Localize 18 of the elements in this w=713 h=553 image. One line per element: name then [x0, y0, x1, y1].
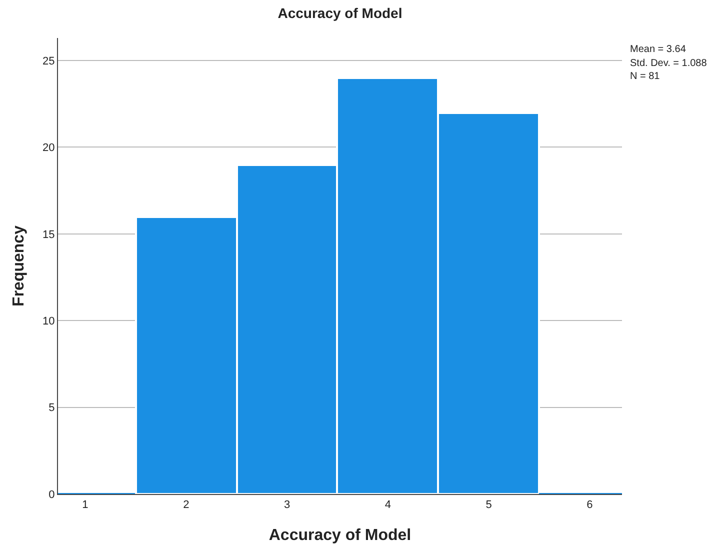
- x-tick-label: 2: [183, 499, 190, 512]
- y-axis-title: Frequency: [10, 225, 28, 306]
- y-tick-label: 25: [42, 55, 55, 68]
- x-tick-label: 3: [284, 499, 290, 512]
- x-axis-title: Accuracy of Model: [268, 526, 412, 544]
- x-tick-label: 4: [384, 499, 391, 512]
- text: Mean = 3.64: [630, 44, 686, 55]
- y-tick-label: 0: [48, 488, 55, 501]
- y-tick-label: 5: [48, 402, 55, 414]
- y-tick-label: 15: [42, 228, 55, 241]
- x-tick-label: 6: [586, 499, 593, 512]
- text: N = 81: [630, 71, 660, 82]
- y-tick-label: 10: [42, 315, 55, 328]
- y-tick-label: 20: [42, 142, 55, 154]
- text: Std. Dev. = 1.088: [630, 58, 708, 69]
- x-tick-label: 1: [82, 499, 88, 512]
- x-tick-label: 5: [486, 499, 492, 512]
- chart-title: Accuracy of Model: [278, 5, 402, 22]
